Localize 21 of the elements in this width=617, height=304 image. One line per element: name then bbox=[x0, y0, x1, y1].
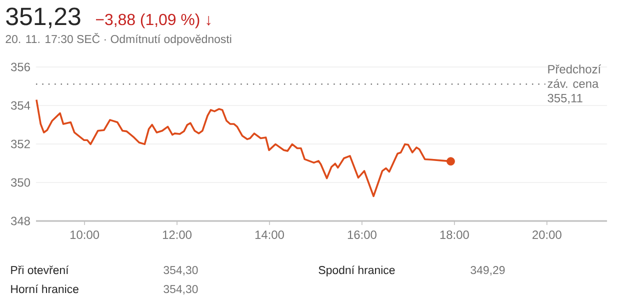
text: 354,30 bbox=[164, 285, 198, 294]
y-tick-label: 348 bbox=[10, 216, 30, 226]
text: Spodní hranice bbox=[318, 266, 395, 276]
x-tick-label: 18:00 bbox=[440, 230, 469, 239]
y-tick-label: 350 bbox=[10, 178, 30, 187]
x-tick-label: 20:00 bbox=[532, 230, 562, 239]
y-tick-label: 356 bbox=[10, 62, 30, 72]
text: 349,29 bbox=[470, 266, 505, 276]
text: 354,30 bbox=[164, 266, 198, 276]
x-tick-label: 14:00 bbox=[255, 230, 284, 239]
x-tick-label: 16:00 bbox=[348, 230, 376, 239]
y-tick-label: 352 bbox=[10, 140, 30, 148]
x-tick-label: 12:00 bbox=[162, 230, 192, 239]
text: 20. 11. 17:30 SEČ · Odmítnutí odpovědnosti bbox=[6, 32, 232, 46]
chart-subtitle: −3,88 (1,09 %) ↓ bbox=[96, 13, 210, 28]
y-tick-label: 354 bbox=[10, 101, 30, 110]
ref-line-label: Předchozí záv. cena 355,11 bbox=[548, 64, 602, 104]
chart-title: 351,23 bbox=[6, 8, 80, 28]
x-tick-label: 10:00 bbox=[70, 230, 100, 239]
text: Při otevření bbox=[11, 266, 69, 274]
text: Horní hranice bbox=[11, 284, 78, 294]
